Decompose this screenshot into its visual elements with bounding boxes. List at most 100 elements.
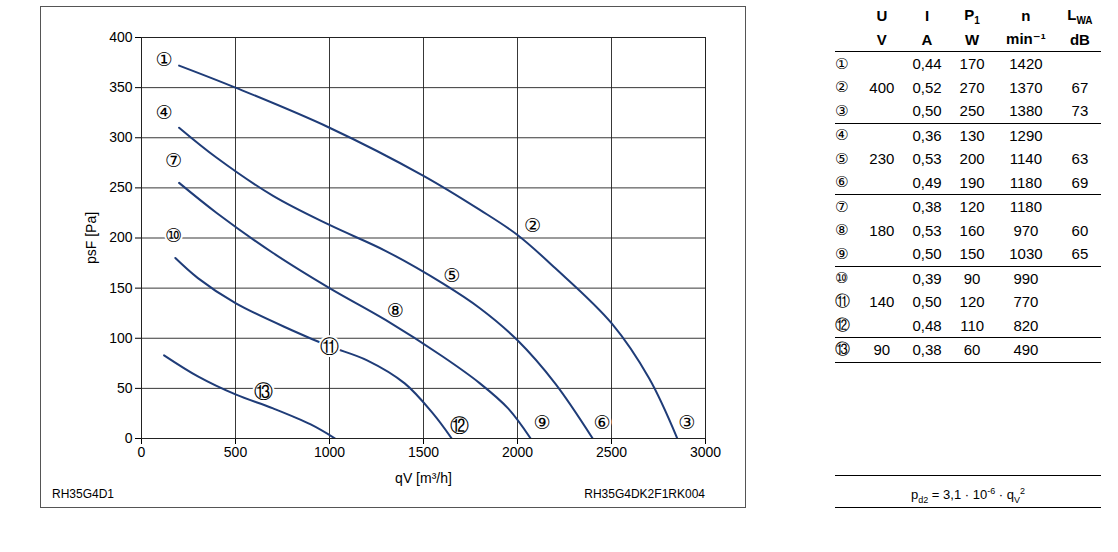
html-text:1140: 1140 [1009, 150, 1042, 168]
html-text:90: 90 [963, 269, 981, 287]
html-text:1380: 1380 [1009, 102, 1043, 120]
html-text:110: 110 [960, 316, 985, 334]
html-text:0,50: 0,50 [912, 102, 942, 120]
svg-text:qV [m³/h]: qV [m³/h] [395, 470, 452, 486]
html-text:1420: 1420 [1009, 55, 1043, 73]
svg-text:0: 0 [125, 430, 133, 446]
html-text:1180: 1180 [1009, 198, 1042, 216]
html-text:270: 270 [959, 78, 985, 96]
html-text:RH35G4DK2F1RK004: RH35G4DK2F1RK004 [584, 487, 705, 501]
svg-text:300: 300 [109, 129, 133, 145]
html-text:190: 190 [959, 173, 985, 191]
svg-text:⑨: ⑨ [533, 411, 550, 433]
html-text:0,39: 0,39 [912, 269, 942, 287]
svg-text:⑪: ⑪ [320, 335, 339, 357]
html-text:pd2= 3,1 · 10-6· qV: pd2= 3,1 · 10-6· qV [911, 486, 1020, 505]
html-text:0,36: 0,36 [912, 126, 942, 144]
html-text:⑦: ⑦ [835, 197, 849, 216]
html-text:③: ③ [835, 101, 849, 120]
html-text:150: 150 [959, 245, 985, 263]
svg-text:⑤: ⑤ [443, 264, 460, 286]
html-text:770: 770 [1013, 293, 1039, 311]
svg-text:100: 100 [109, 330, 133, 346]
html-text:W: W [965, 30, 980, 48]
html-text:④: ④ [835, 126, 849, 145]
svg-text:50: 50 [117, 380, 133, 396]
html-text:120: 120 [959, 293, 985, 311]
svg-text:350: 350 [109, 79, 133, 95]
svg-text:psF [Pa]: psF [Pa] [83, 212, 99, 264]
html-text:0,38: 0,38 [912, 198, 942, 216]
html-text:⑤: ⑤ [835, 149, 849, 168]
html-text:min⁻¹: min⁻¹ [1006, 30, 1046, 48]
html-text:0,38: 0,38 [912, 341, 942, 359]
html-text:①: ① [835, 54, 849, 73]
html-text:820: 820 [1013, 316, 1039, 334]
svg-text:⑥: ⑥ [594, 411, 611, 433]
svg-text:400: 400 [109, 29, 133, 45]
html-text:P1: P1 [964, 5, 980, 26]
svg-text:3000: 3000 [690, 444, 721, 460]
html-text:63: 63 [1071, 150, 1089, 168]
html-text:180: 180 [869, 221, 895, 239]
html-text:0,44: 0,44 [912, 55, 942, 73]
html-text:0,52: 0,52 [912, 78, 942, 96]
svg-text:500: 500 [224, 444, 248, 460]
html-text:200: 200 [959, 150, 985, 168]
svg-text:⑬: ⑬ [254, 380, 273, 402]
html-text:67: 67 [1071, 78, 1089, 96]
svg-text:1000: 1000 [314, 444, 345, 460]
html-text:130: 130 [959, 126, 985, 144]
html-text:1370: 1370 [1009, 78, 1043, 96]
html-text:0,53: 0,53 [912, 150, 942, 168]
svg-text:2500: 2500 [596, 444, 627, 460]
svg-text:0: 0 [138, 444, 146, 460]
html-text:⑫: ⑫ [835, 315, 850, 334]
svg-text:⑩: ⑩ [165, 224, 182, 246]
html-text:⑧: ⑧ [835, 221, 849, 240]
html-text:0,48: 0,48 [912, 316, 942, 334]
html-text:120: 120 [959, 198, 985, 216]
html-text:400: 400 [869, 78, 895, 96]
html-text:990: 990 [1013, 269, 1039, 287]
svg-text:150: 150 [109, 280, 133, 296]
html-text:160: 160 [959, 221, 985, 239]
html-text:dB: dB [1069, 30, 1090, 48]
html-text:140: 140 [869, 293, 895, 311]
html-text:1290: 1290 [1009, 126, 1043, 144]
html-text:1180: 1180 [1009, 173, 1042, 191]
html-text:250: 250 [959, 102, 985, 120]
html-text:0,49: 0,49 [912, 173, 942, 191]
html-text:970: 970 [1013, 221, 1039, 239]
html-text:LWA: LWA [1067, 5, 1093, 26]
svg-text:⑫: ⑫ [450, 414, 469, 436]
html-text:73: 73 [1071, 102, 1089, 120]
svg-text:⑦: ⑦ [165, 149, 182, 171]
html-text:65: 65 [1071, 245, 1089, 263]
html-text:0,50: 0,50 [912, 245, 942, 263]
html-text:230: 230 [869, 150, 895, 168]
html-text:90: 90 [873, 341, 891, 359]
html-text:170: 170 [959, 55, 985, 73]
svg-text:1500: 1500 [408, 444, 439, 460]
html-text:RH35G4D1: RH35G4D1 [52, 487, 114, 501]
svg-text:⑧: ⑧ [387, 299, 404, 321]
html-text:0,50: 0,50 [912, 293, 942, 311]
svg-text:④: ④ [156, 101, 173, 123]
html-text:⑥: ⑥ [835, 173, 849, 192]
html-text:②: ② [835, 78, 849, 97]
svg-text:③: ③ [678, 411, 695, 433]
svg-text:2000: 2000 [502, 444, 533, 460]
svg-text:200: 200 [109, 229, 133, 245]
html-text:60: 60 [963, 341, 981, 359]
svg-text:①: ① [156, 48, 173, 70]
html-text:⑪: ⑪ [835, 292, 850, 311]
html-text:0,53: 0,53 [912, 221, 942, 239]
html-text:⑬: ⑬ [835, 340, 850, 359]
html-text:69: 69 [1071, 173, 1089, 191]
html-text:490: 490 [1013, 341, 1039, 359]
html-text:60: 60 [1071, 221, 1089, 239]
svg-text:250: 250 [109, 179, 133, 195]
svg-text:②: ② [524, 214, 541, 236]
html-text:1030: 1030 [1009, 245, 1043, 263]
